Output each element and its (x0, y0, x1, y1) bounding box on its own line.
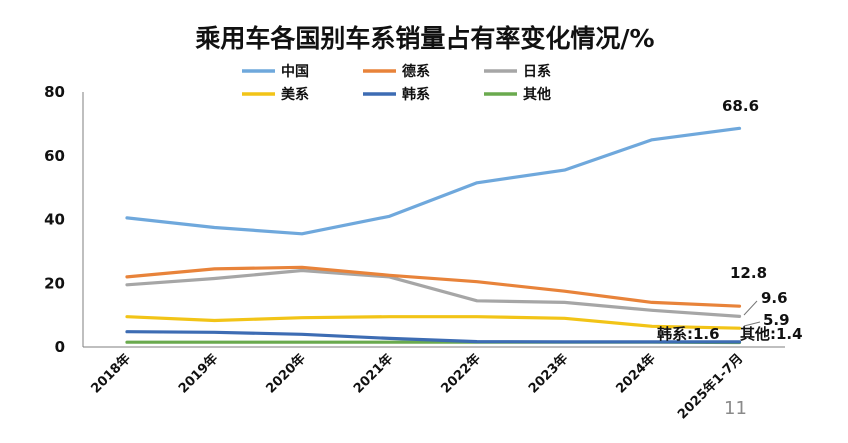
label-german-latest: 12.8 (730, 264, 767, 282)
x-axis-ticks: 2018年 2019年 2020年 2021年 2022年 2023年 2024年 2025年… (88, 351, 747, 423)
legend-label-other: 其他 (523, 86, 551, 103)
label-american-latest: 5.9 (763, 311, 790, 329)
x-tick-label: 2018年 (88, 351, 134, 397)
legend: 中国 德系 日系 美系 韩系 其他 (242, 63, 551, 103)
data-labels: 68.6 12.8 9.6 5.9 韩系:1.6 其他:1.4 (657, 97, 803, 343)
label-china-latest: 68.6 (722, 97, 759, 115)
y-tick-label: 20 (44, 274, 65, 292)
series-line-japanese (125, 268, 742, 318)
y-tick-label: 60 (44, 147, 65, 165)
x-tick-label: 2022年 (438, 351, 484, 397)
x-tick-label: 2019年 (175, 351, 221, 397)
series-lines (125, 126, 742, 345)
legend-label-japanese: 日系 (523, 63, 551, 80)
y-tick-label: 40 (44, 211, 65, 229)
legend-item-japanese: 日系 (484, 63, 551, 80)
y-tick-label: 0 (55, 338, 65, 356)
chart-title: 乘用车各国别车系销量占有率变化情况/% (195, 24, 654, 53)
y-tick-label: 80 (44, 83, 65, 101)
x-tick-label: 2020年 (263, 351, 309, 397)
label-other-latest: 其他:1.4 (740, 325, 803, 343)
series-line-american (125, 315, 742, 330)
legend-item-china: 中国 (242, 63, 309, 80)
x-tick-label: 2024年 (613, 351, 659, 397)
legend-item-other: 其他 (484, 86, 551, 103)
x-tick-label: 2021年 (350, 351, 396, 397)
series-line-china (125, 126, 742, 236)
series-line-german (125, 265, 742, 308)
legend-item-german: 德系 (363, 63, 430, 80)
legend-item-korean: 韩系 (363, 86, 430, 103)
legend-label-german: 德系 (402, 63, 430, 80)
leader-american (743, 321, 761, 327)
label-korean-latest: 韩系:1.6 (657, 325, 720, 343)
x-tick-label: 2023年 (525, 351, 571, 397)
legend-label-korean: 韩系 (402, 86, 430, 103)
page-number: 11 (724, 398, 747, 419)
legend-label-china: 中国 (281, 63, 309, 80)
leader-japanese (743, 300, 758, 316)
series-line-korean (125, 330, 742, 344)
label-japanese-latest: 9.6 (761, 289, 788, 307)
y-axis-ticks: 0 20 40 60 80 (44, 83, 65, 356)
legend-label-american: 美系 (281, 86, 309, 103)
legend-item-american: 美系 (242, 86, 309, 103)
